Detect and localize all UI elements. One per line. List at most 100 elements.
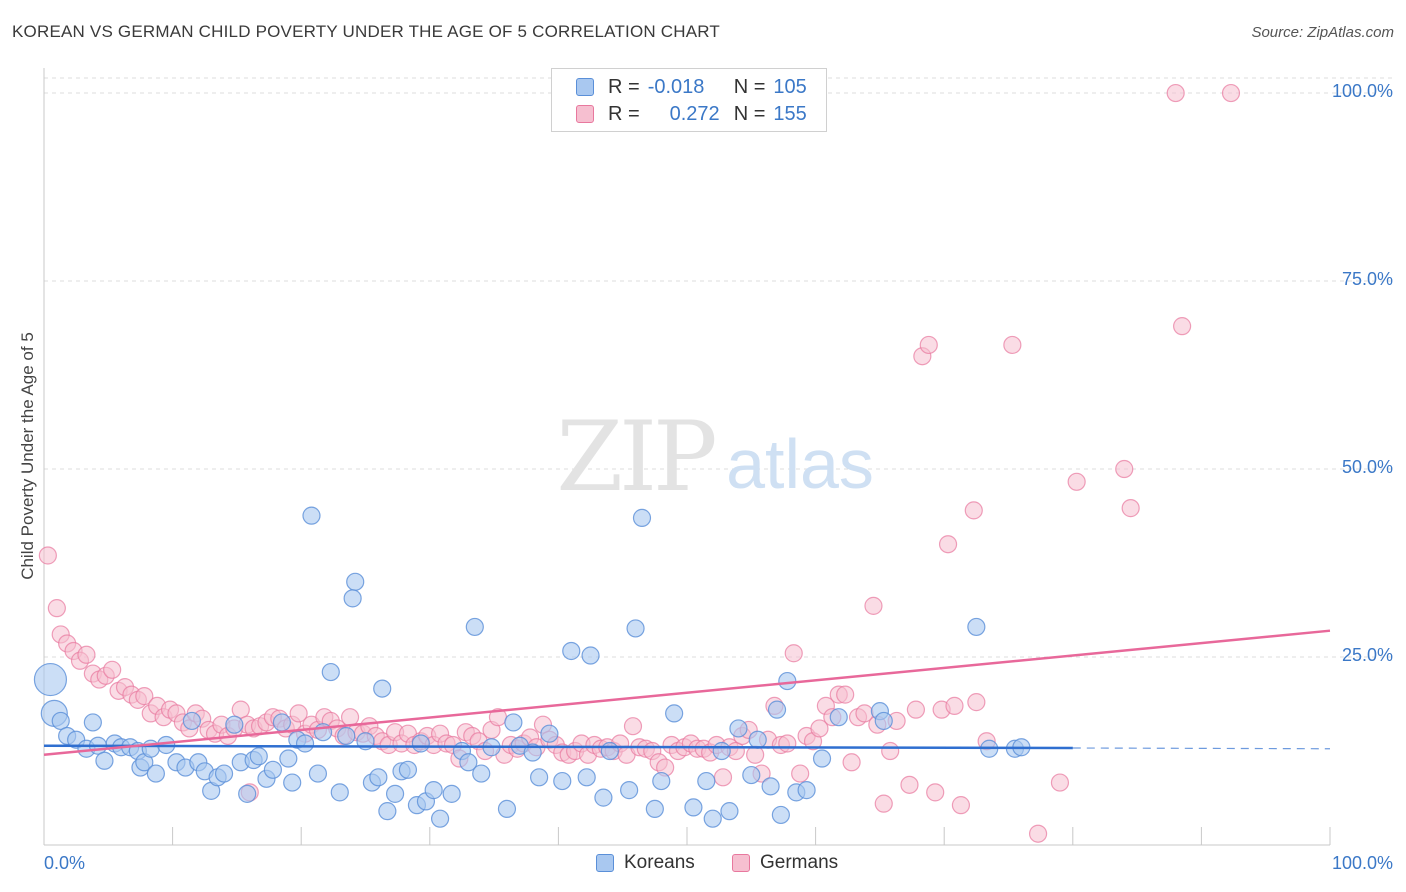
y-tick-label-25: 25.0%	[1342, 645, 1393, 665]
korean-point	[378, 802, 397, 821]
german-point	[1173, 317, 1192, 336]
korean-point	[645, 799, 664, 819]
korean-point	[797, 781, 816, 800]
korean-point	[729, 719, 748, 738]
korean-point	[33, 662, 68, 697]
korean-point	[283, 773, 302, 792]
legend-korean-n-label: N =	[733, 75, 766, 98]
german-point	[1166, 83, 1185, 103]
korean-point	[562, 641, 581, 661]
bottom-legend-label-german: Germans	[760, 852, 839, 873]
german-point	[340, 708, 360, 727]
german-trend-line	[43, 629, 1331, 757]
german-point	[1121, 499, 1140, 518]
german-point	[842, 753, 861, 772]
x-tick-label-max: 100.0%	[1332, 853, 1393, 873]
legend-korean-n-value: 105	[773, 75, 807, 98]
korean-point	[720, 802, 739, 821]
korean-point	[620, 781, 639, 800]
korean-point	[343, 589, 362, 608]
legend-german-r-value: 0.272	[669, 102, 720, 125]
watermark-atlas: atlas	[726, 425, 874, 503]
korean-point	[263, 760, 283, 779]
bottom-legend-german: Germans	[732, 852, 838, 874]
korean-point	[577, 768, 596, 787]
korean-point	[442, 784, 461, 803]
korean-point	[703, 809, 722, 828]
german-point	[1003, 335, 1022, 355]
bottom-legend-swatch-korean	[596, 854, 614, 872]
korean-point	[497, 799, 517, 819]
korean-trend-extension	[1072, 747, 1331, 750]
source-label: Source: ZipAtlas.com	[1251, 24, 1394, 41]
german-point	[964, 501, 983, 520]
korean-point	[553, 771, 572, 791]
german-point	[289, 704, 308, 723]
korean-point	[330, 783, 349, 802]
german-point	[810, 719, 829, 738]
korean-point	[308, 764, 328, 783]
trend-lines	[43, 629, 1331, 757]
bottom-legend-korean: Koreans	[596, 852, 695, 874]
german-point	[791, 764, 810, 783]
german-point	[881, 741, 900, 761]
korean-point	[540, 724, 559, 743]
x-tick-label-min: 0.0%	[44, 853, 85, 873]
korean-point	[967, 617, 986, 637]
korean-point	[600, 741, 619, 761]
bottom-legend-label-korean: Koreans	[624, 852, 695, 873]
korean-point	[778, 671, 797, 691]
german-point	[784, 644, 803, 663]
korean-point	[697, 771, 716, 791]
german-point	[1221, 83, 1241, 103]
german-point	[623, 717, 643, 736]
korean-point	[771, 805, 790, 825]
german-point	[778, 734, 797, 753]
korean-point	[346, 572, 365, 591]
german-point	[906, 700, 926, 719]
korean-trend-line	[43, 744, 1073, 750]
watermark-zip: ZIP	[556, 401, 715, 513]
legend-row-korean: R = -0.018 N = 105	[576, 75, 807, 99]
korean-point	[225, 715, 244, 734]
german-point	[1050, 773, 1070, 792]
legend-korean-r-value: -0.018	[647, 75, 705, 98]
korean-point	[742, 765, 761, 785]
german-point	[47, 599, 66, 618]
y-tick-label-50: 50.0%	[1342, 457, 1393, 477]
korean-point	[385, 784, 405, 803]
korean-point	[238, 784, 257, 803]
korean-point	[302, 506, 321, 525]
korean-point	[472, 764, 491, 783]
korean-point	[632, 508, 652, 527]
german-point	[746, 745, 765, 764]
german-point	[864, 596, 883, 615]
german-point	[967, 693, 986, 712]
korean-point	[523, 743, 542, 762]
korean-point	[411, 734, 430, 753]
korean-point	[812, 749, 832, 768]
korean-point	[652, 771, 671, 791]
german-point	[836, 685, 855, 704]
korean-point	[626, 619, 645, 638]
korean-point	[594, 788, 613, 807]
german-point	[1067, 472, 1086, 491]
german-point	[900, 775, 919, 794]
bottom-legend-swatch-german	[732, 854, 750, 872]
german-point	[77, 645, 96, 664]
korean-point	[373, 679, 392, 698]
german-point	[231, 700, 250, 719]
korean-point	[83, 713, 102, 732]
german-point	[1115, 459, 1134, 479]
german-point	[38, 546, 57, 565]
legend-swatch-korean	[576, 78, 594, 96]
korean-point	[279, 749, 298, 768]
german-point	[1028, 824, 1048, 843]
german-point	[135, 687, 154, 706]
korean-point	[459, 753, 478, 772]
korean-points	[33, 506, 1031, 828]
german-point	[938, 535, 958, 554]
korean-point	[504, 713, 523, 732]
korean-point	[51, 711, 70, 731]
